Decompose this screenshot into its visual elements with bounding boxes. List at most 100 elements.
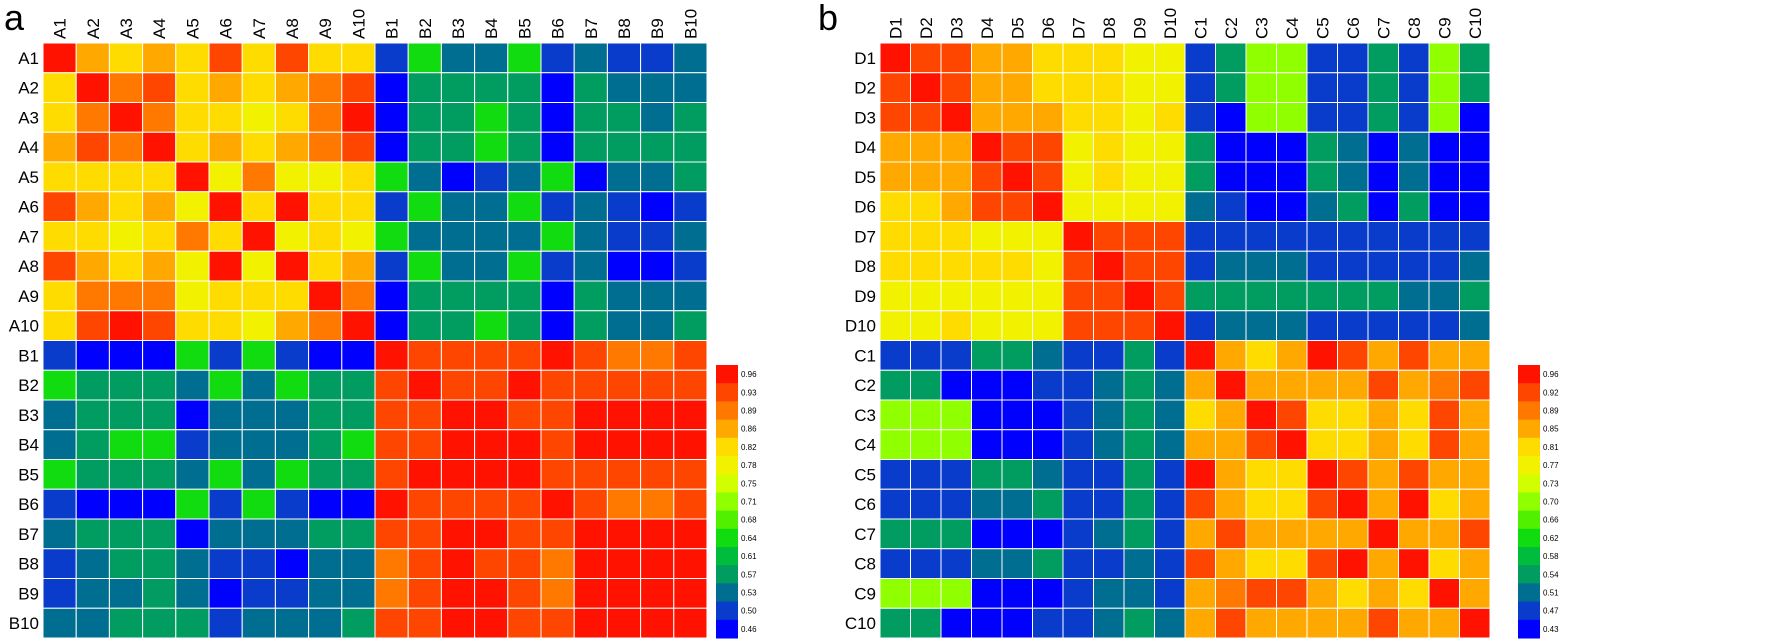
heatmap-cell-C6-D2 — [910, 488, 942, 520]
heatmap-cell-B10-A4 — [142, 607, 177, 639]
heatmap-cell-C3-C8 — [1398, 399, 1430, 431]
heatmap-cell-C1-C3 — [1245, 340, 1277, 371]
heatmap-cell-C9-C4 — [1276, 578, 1308, 609]
heatmap-cell-D4-C10 — [1459, 131, 1491, 163]
colorbar-band — [1518, 474, 1540, 493]
heatmap-cell-A7-A7 — [241, 221, 276, 252]
heatmap-cell-C9-C6 — [1337, 578, 1369, 609]
heatmap-cell-D10-C6 — [1337, 310, 1369, 341]
heatmap-cell-B1-B10 — [673, 340, 708, 371]
heatmap-cell-D3-C10 — [1459, 102, 1491, 133]
heatmap-cell-D4-C6 — [1337, 131, 1369, 163]
heatmap-cell-C8-D6 — [1032, 548, 1064, 579]
heatmap-cell-A2-A1 — [42, 72, 77, 103]
heatmap-cell-A2-A7 — [241, 72, 276, 103]
heatmap-cell-A4-B3 — [440, 131, 476, 163]
heatmap-cell-C3-C9 — [1428, 399, 1460, 431]
heatmap-cell-C6-C6 — [1337, 488, 1369, 520]
heatmap-cell-A4-A5 — [175, 131, 210, 163]
heatmap-cell-D1-D2 — [910, 42, 942, 74]
colorbar-tick-label: 0.61 — [741, 552, 757, 561]
heatmap-cell-D5-D1 — [879, 161, 911, 193]
heatmap-cell-C4-C2 — [1215, 429, 1247, 460]
heatmap-cell-A3-B5 — [507, 102, 542, 133]
heatmap-cell-A5-B4 — [474, 161, 509, 193]
heatmap-cell-B5-B4 — [474, 459, 509, 490]
heatmap-cell-C2-D7 — [1062, 369, 1094, 401]
heatmap-cell-D9-D10 — [1154, 280, 1186, 312]
heatmap-cell-B9-B8 — [606, 578, 642, 609]
heatmap-cell-C9-D3 — [940, 578, 972, 609]
colorbar-tick-label: 0.77 — [1543, 461, 1559, 470]
heatmap-cell-D2-D8 — [1093, 72, 1125, 103]
heatmap-cell-B2-B5 — [507, 369, 542, 401]
heatmap-cell-C4-D9 — [1123, 429, 1155, 460]
heatmap-cell-B3-A7 — [241, 399, 276, 431]
heatmap-cell-B10-A8 — [274, 607, 310, 639]
heatmap-cell-B3-A6 — [208, 399, 243, 431]
heatmap-cell-B7-B1 — [374, 518, 409, 550]
heatmap-cell-A1-B8 — [606, 42, 642, 74]
heatmap-cell-D4-D6 — [1032, 131, 1064, 163]
heatmap-cell-C2-D9 — [1123, 369, 1155, 401]
row-label: B7 — [18, 525, 39, 544]
heatmap-cell-D3-C3 — [1245, 102, 1277, 133]
heatmap-cell-B7-B8 — [606, 518, 642, 550]
heatmap-cell-C1-C5 — [1306, 340, 1338, 371]
column-label: B6 — [549, 18, 568, 39]
heatmap-cell-D3-D7 — [1062, 102, 1094, 133]
heatmap-cell-B1-B9 — [640, 340, 675, 371]
column-label: C4 — [1283, 17, 1302, 39]
panel-label: b — [818, 0, 838, 38]
row-label: A10 — [9, 317, 39, 336]
heatmap-cell-B5-B2 — [407, 459, 442, 490]
heatmap-cell-A8-B9 — [640, 250, 675, 282]
heatmap-cell-B9-B3 — [440, 578, 476, 609]
heatmap-cell-A4-B4 — [474, 131, 509, 163]
row-label: C10 — [845, 614, 876, 633]
heatmap-cell-B5-A4 — [142, 459, 177, 490]
heatmap-cell-A5-B6 — [540, 161, 575, 193]
colorbar-band — [716, 547, 738, 566]
colorbar-band — [1518, 601, 1540, 621]
heatmap-cell-D5-C6 — [1337, 161, 1369, 193]
heatmap-cell-D2-C5 — [1306, 72, 1338, 103]
heatmap-cell-A2-B1 — [374, 72, 409, 103]
heatmap-cell-C10-C6 — [1337, 607, 1369, 639]
colorbar-band — [1518, 583, 1540, 603]
heatmap-cell-D4-D8 — [1093, 131, 1125, 163]
heatmap-cell-B1-B2 — [407, 340, 442, 371]
heatmap-cell-A10-A9 — [308, 310, 343, 341]
heatmap-cell-A2-A6 — [208, 72, 243, 103]
heatmap-cell-C6-D7 — [1062, 488, 1094, 520]
heatmap-cell-B6-A2 — [75, 488, 110, 520]
heatmap-cell-B1-A4 — [142, 340, 177, 371]
heatmap-cell-C6-D4 — [971, 488, 1003, 520]
column-label: B5 — [515, 18, 534, 39]
colorbar-band — [716, 583, 738, 603]
heatmap-cell-A7-B9 — [640, 221, 675, 252]
heatmap-cell-C8-D10 — [1154, 548, 1186, 579]
heatmap-cell-D6-D6 — [1032, 191, 1064, 222]
heatmap-cell-C7-C3 — [1245, 518, 1277, 550]
heatmap-cell-D3-C1 — [1184, 102, 1216, 133]
heatmap-cell-B5-B10 — [673, 459, 708, 490]
heatmap-cell-B5-A10 — [341, 459, 376, 490]
heatmap-cell-C9-C10 — [1459, 578, 1491, 609]
heatmap-cell-C3-D3 — [940, 399, 972, 431]
heatmap-cell-D4-D9 — [1123, 131, 1155, 163]
heatmap-cell-D9-D5 — [1001, 280, 1033, 312]
heatmap-cell-A8-B1 — [374, 250, 409, 282]
heatmap-cell-B9-A1 — [42, 578, 77, 609]
heatmap-cell-D9-C7 — [1367, 280, 1399, 312]
heatmap-cell-D4-C2 — [1215, 131, 1247, 163]
heatmap-cell-D7-D2 — [910, 221, 942, 252]
heatmap-cell-D8-C7 — [1367, 250, 1399, 282]
heatmap-cell-D8-C10 — [1459, 250, 1491, 282]
heatmap-cell-A1-A8 — [274, 42, 310, 74]
heatmap-cell-B10-A7 — [241, 607, 276, 639]
colorbar-tick-label: 0.93 — [741, 388, 757, 397]
heatmap-cell-B1-A2 — [75, 340, 110, 371]
heatmap-cell-D6-C7 — [1367, 191, 1399, 222]
